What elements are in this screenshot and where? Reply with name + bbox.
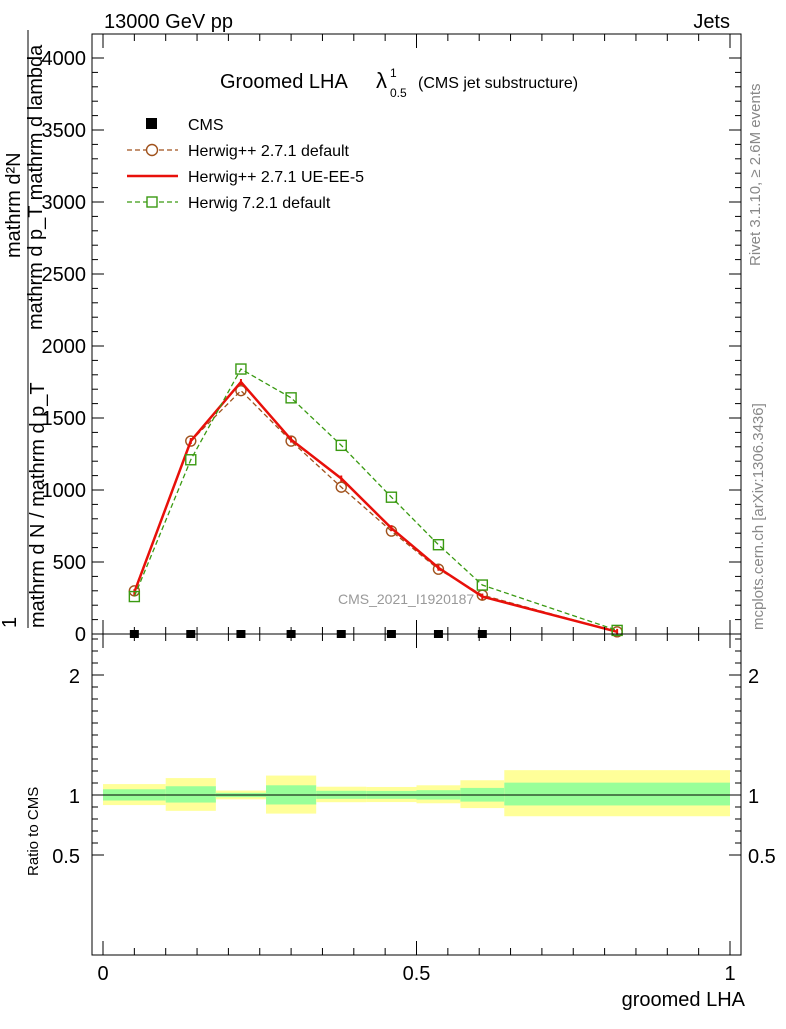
legend: CMS Herwig++ 2.7.1 default Herwig++ 2.7.…: [127, 117, 364, 212]
main-series-group: [128, 363, 623, 638]
legend-herwigpp-default-marker: [145, 143, 159, 157]
ylabel-frac-bottom: mathrm d N / mathrm d p_T: [27, 382, 49, 628]
series-line-2: [133, 368, 618, 632]
ratio-panel: 0.5 0.5 1 1 2 2: [52, 633, 776, 956]
ratio-ytick-label-left-0: 0.5: [52, 846, 80, 868]
ratio-ylabel: Ratio to CMS: [25, 787, 42, 876]
mcplots-label: mcplots.cern.ch [arXiv:1306.3436]: [750, 403, 767, 630]
title-lambda: λ: [376, 68, 387, 93]
main-ytick-label-5: 2500: [42, 264, 87, 286]
rivet-label: Rivet 3.1.10, ≥ 2.6M events: [747, 84, 764, 267]
main-ytick-label-7: 3500: [42, 120, 87, 142]
series-0-point-4: [335, 481, 347, 493]
analysis-watermark: CMS_2021_I1920187: [338, 591, 474, 607]
legend-herwigpp-default-label: Herwig++ 2.7.1 default: [188, 143, 350, 160]
main-ytick-label-3: 1500: [42, 408, 87, 430]
series-2-point-1: [185, 454, 197, 466]
main-ytick-label-0: 0: [75, 624, 86, 646]
main-ytick-label-6: 3000: [42, 192, 87, 214]
legend-cms-label: CMS: [188, 117, 224, 134]
series-0-point-2: [235, 384, 247, 397]
ratio-frame: [91, 633, 742, 956]
ylabel-one: 1: [0, 617, 21, 628]
ratio-ticks-group: 0.5 0.5 1 1 2 2: [52, 634, 776, 955]
series-2-point-4: [335, 439, 347, 452]
ylabel-frac-top2: mathrm d p_T mathrm d lambda: [25, 44, 47, 330]
series-0-point-6: [432, 563, 445, 575]
main-ytick-label-1: 500: [53, 552, 86, 574]
main-ylabel: mathrm d²N mathrm d p_T mathrm d lambda …: [0, 30, 49, 628]
series-2-point-3: [285, 392, 297, 404]
ratio-band-inner-1: [165, 786, 216, 803]
ratio-ytick-label-right-1: 1: [748, 786, 759, 808]
legend-herwig7-label: Herwig 7.2.1 default: [188, 195, 331, 212]
main-ytick-label-4: 2000: [42, 336, 87, 358]
ratio-band-inner-8: [504, 782, 730, 806]
x-tick-label-0: 0: [97, 963, 108, 985]
series-2-point-7: [476, 579, 489, 591]
series-2-point-8: [611, 624, 623, 637]
ratio-ytick-label-right-0: 0.5: [748, 846, 776, 868]
series-2-point-5: [385, 491, 398, 503]
main-panel: 0 500 1000 1500 2000 2500 3000 3500 4000: [42, 33, 742, 646]
title-note: (CMS jet substructure): [418, 75, 578, 92]
main-ticks-group: 0 500 1000 1500 2000 2500 3000 3500 4000: [42, 34, 741, 646]
legend-herwig7-marker: [146, 196, 158, 208]
x-tick-label-1: 0.5: [403, 963, 431, 985]
title-sub: 0.5: [390, 86, 407, 100]
main-ytick-label-2: 1000: [42, 480, 87, 502]
x-tick-labels-group: 0 0.5 1: [97, 963, 735, 985]
series-0-point-1: [185, 435, 197, 447]
plot-title: Groomed LHA λ 1 0.5 (CMS jet substructur…: [220, 66, 578, 100]
ylabel-frac-top: mathrm d²N: [3, 152, 25, 258]
title-main: Groomed LHA: [220, 71, 348, 93]
ratio-ytick-label-left-2: 2: [69, 666, 80, 688]
series-0-point-3: [285, 435, 297, 447]
x-tick-label-2: 1: [724, 963, 735, 985]
ratio-ytick-label-left-1: 1: [69, 786, 80, 808]
header-right: Jets: [693, 11, 730, 33]
series-2-point-0: [128, 590, 141, 603]
header-left: 13000 GeV pp: [104, 11, 233, 33]
series-2-point-6: [432, 539, 445, 551]
legend-herwigpp-ueee5-label: Herwig++ 2.7.1 UE-EE-5: [188, 169, 364, 186]
legend-cms-marker: [146, 118, 157, 129]
series-2-point-2: [235, 363, 247, 375]
x-axis-label: groomed LHA: [622, 989, 746, 1011]
main-ytick-label-8: 4000: [42, 48, 87, 70]
title-sup: 1: [390, 66, 397, 80]
ratio-ytick-label-right-2: 2: [748, 666, 759, 688]
